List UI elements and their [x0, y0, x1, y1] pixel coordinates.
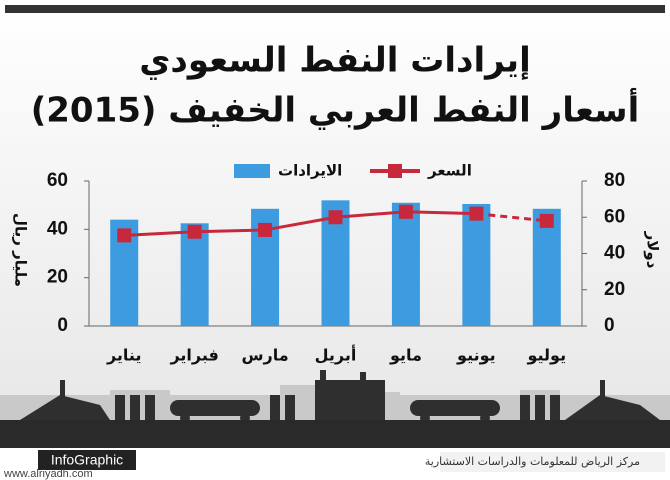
chart-subtitle: أسعار النفط العربي الخفيف (2015)	[31, 88, 640, 131]
x-tick-label: يوليو	[526, 346, 566, 365]
y-tick-label: 20	[47, 267, 68, 288]
marker	[117, 228, 132, 243]
bar	[532, 208, 561, 326]
industry-silhouettes	[20, 370, 660, 423]
y2-axis-label: دولار	[644, 231, 662, 269]
marker	[469, 206, 484, 221]
bar	[462, 203, 491, 326]
chart-title: إيرادات النفط السعودي	[139, 41, 530, 81]
x-tick-label: فبراير	[169, 346, 218, 365]
y2-tick-label: 80	[604, 170, 625, 191]
brand-box	[38, 450, 136, 470]
x-tick-label: مايو	[389, 346, 422, 365]
x-tick-label: يونيو	[456, 346, 496, 365]
marker	[187, 224, 202, 239]
y-tick-label: 40	[47, 218, 68, 239]
url: www.alriyadh.com	[3, 468, 93, 480]
y-tick-label: 60	[47, 170, 68, 191]
legend-swatch	[388, 164, 402, 178]
y2-tick-label: 0	[604, 315, 615, 336]
legend-label: الايرادات	[278, 162, 342, 180]
top-stripe	[5, 5, 665, 13]
y2-tick-label: 20	[604, 279, 625, 300]
legend-label: السعر	[427, 162, 472, 180]
brand: InfoGraphic	[51, 452, 123, 468]
line	[124, 210, 477, 237]
center-box	[440, 452, 665, 472]
marker	[328, 210, 343, 225]
x-tick-label: يناير	[106, 346, 142, 365]
footer-band	[0, 420, 670, 448]
y2-tick-label: 60	[604, 206, 625, 227]
x-tick-label: أبريل	[315, 345, 357, 365]
y-tick-label: 0	[57, 315, 68, 336]
bar	[180, 223, 209, 326]
center-name: مركز الرياض للمعلومات والدراسات الاستشار…	[425, 455, 640, 468]
bar	[391, 202, 420, 326]
marker	[539, 213, 554, 228]
x-tick-label: مارس	[241, 346, 288, 365]
marker	[398, 204, 413, 219]
marker	[258, 222, 273, 237]
y-axis-label: مليار ريال	[12, 213, 30, 287]
y2-tick-label: 40	[604, 243, 625, 264]
legend-swatch	[234, 164, 270, 178]
